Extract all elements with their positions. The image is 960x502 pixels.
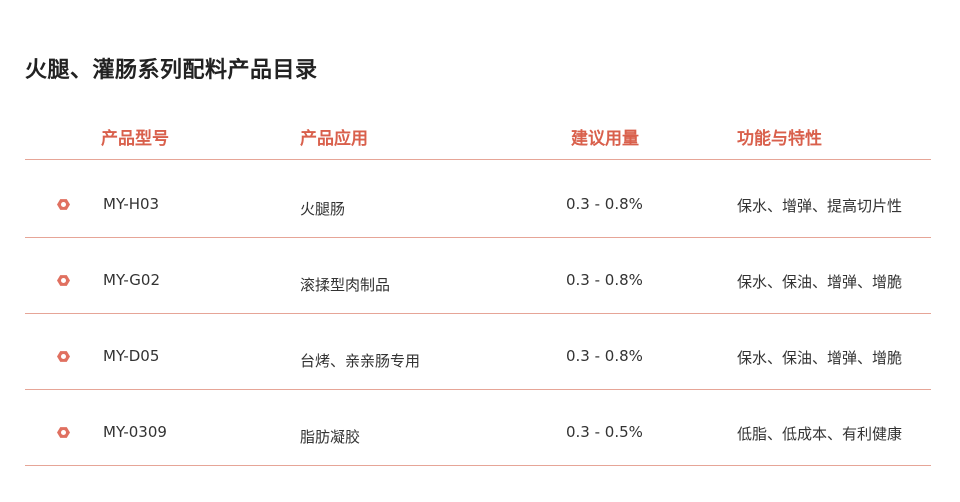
header-model: 产品型号: [101, 129, 169, 149]
product-application: 火腿肠: [300, 200, 346, 218]
product-application: 滚揉型肉制品: [300, 276, 391, 294]
divider: [25, 159, 931, 160]
product-application: 台烤、亲亲肠专用: [300, 352, 421, 370]
product-features: 保水、保油、增弹、增脆: [737, 349, 903, 367]
page-title: 火腿、灌肠系列配料产品目录: [25, 58, 318, 83]
header-features: 功能与特性: [737, 129, 822, 149]
product-model: MY-H03: [103, 195, 160, 213]
product-features: 保水、保油、增弹、增脆: [737, 273, 903, 291]
product-features: 低脂、低成本、有利健康: [737, 425, 903, 443]
product-application: 脂肪凝胶: [300, 428, 361, 446]
hexagon-bullet-icon: [57, 427, 70, 438]
row-divider: [25, 237, 931, 238]
hexagon-bullet-icon: [57, 275, 70, 286]
product-dosage: 0.3 - 0.5%: [566, 423, 643, 441]
header-dosage: 建议用量: [571, 129, 639, 149]
row-divider: [25, 465, 931, 466]
product-features: 保水、增弹、提高切片性: [737, 197, 903, 215]
product-dosage: 0.3 - 0.8%: [566, 195, 643, 213]
header-application: 产品应用: [300, 129, 368, 149]
row-divider: [25, 313, 931, 314]
product-model: MY-0309: [103, 423, 167, 441]
hexagon-bullet-icon: [57, 351, 70, 362]
product-dosage: 0.3 - 0.8%: [566, 271, 643, 289]
product-dosage: 0.3 - 0.8%: [566, 347, 643, 365]
hexagon-bullet-icon: [57, 199, 70, 210]
product-model: MY-D05: [103, 347, 160, 365]
product-model: MY-G02: [103, 271, 160, 289]
row-divider: [25, 389, 931, 390]
